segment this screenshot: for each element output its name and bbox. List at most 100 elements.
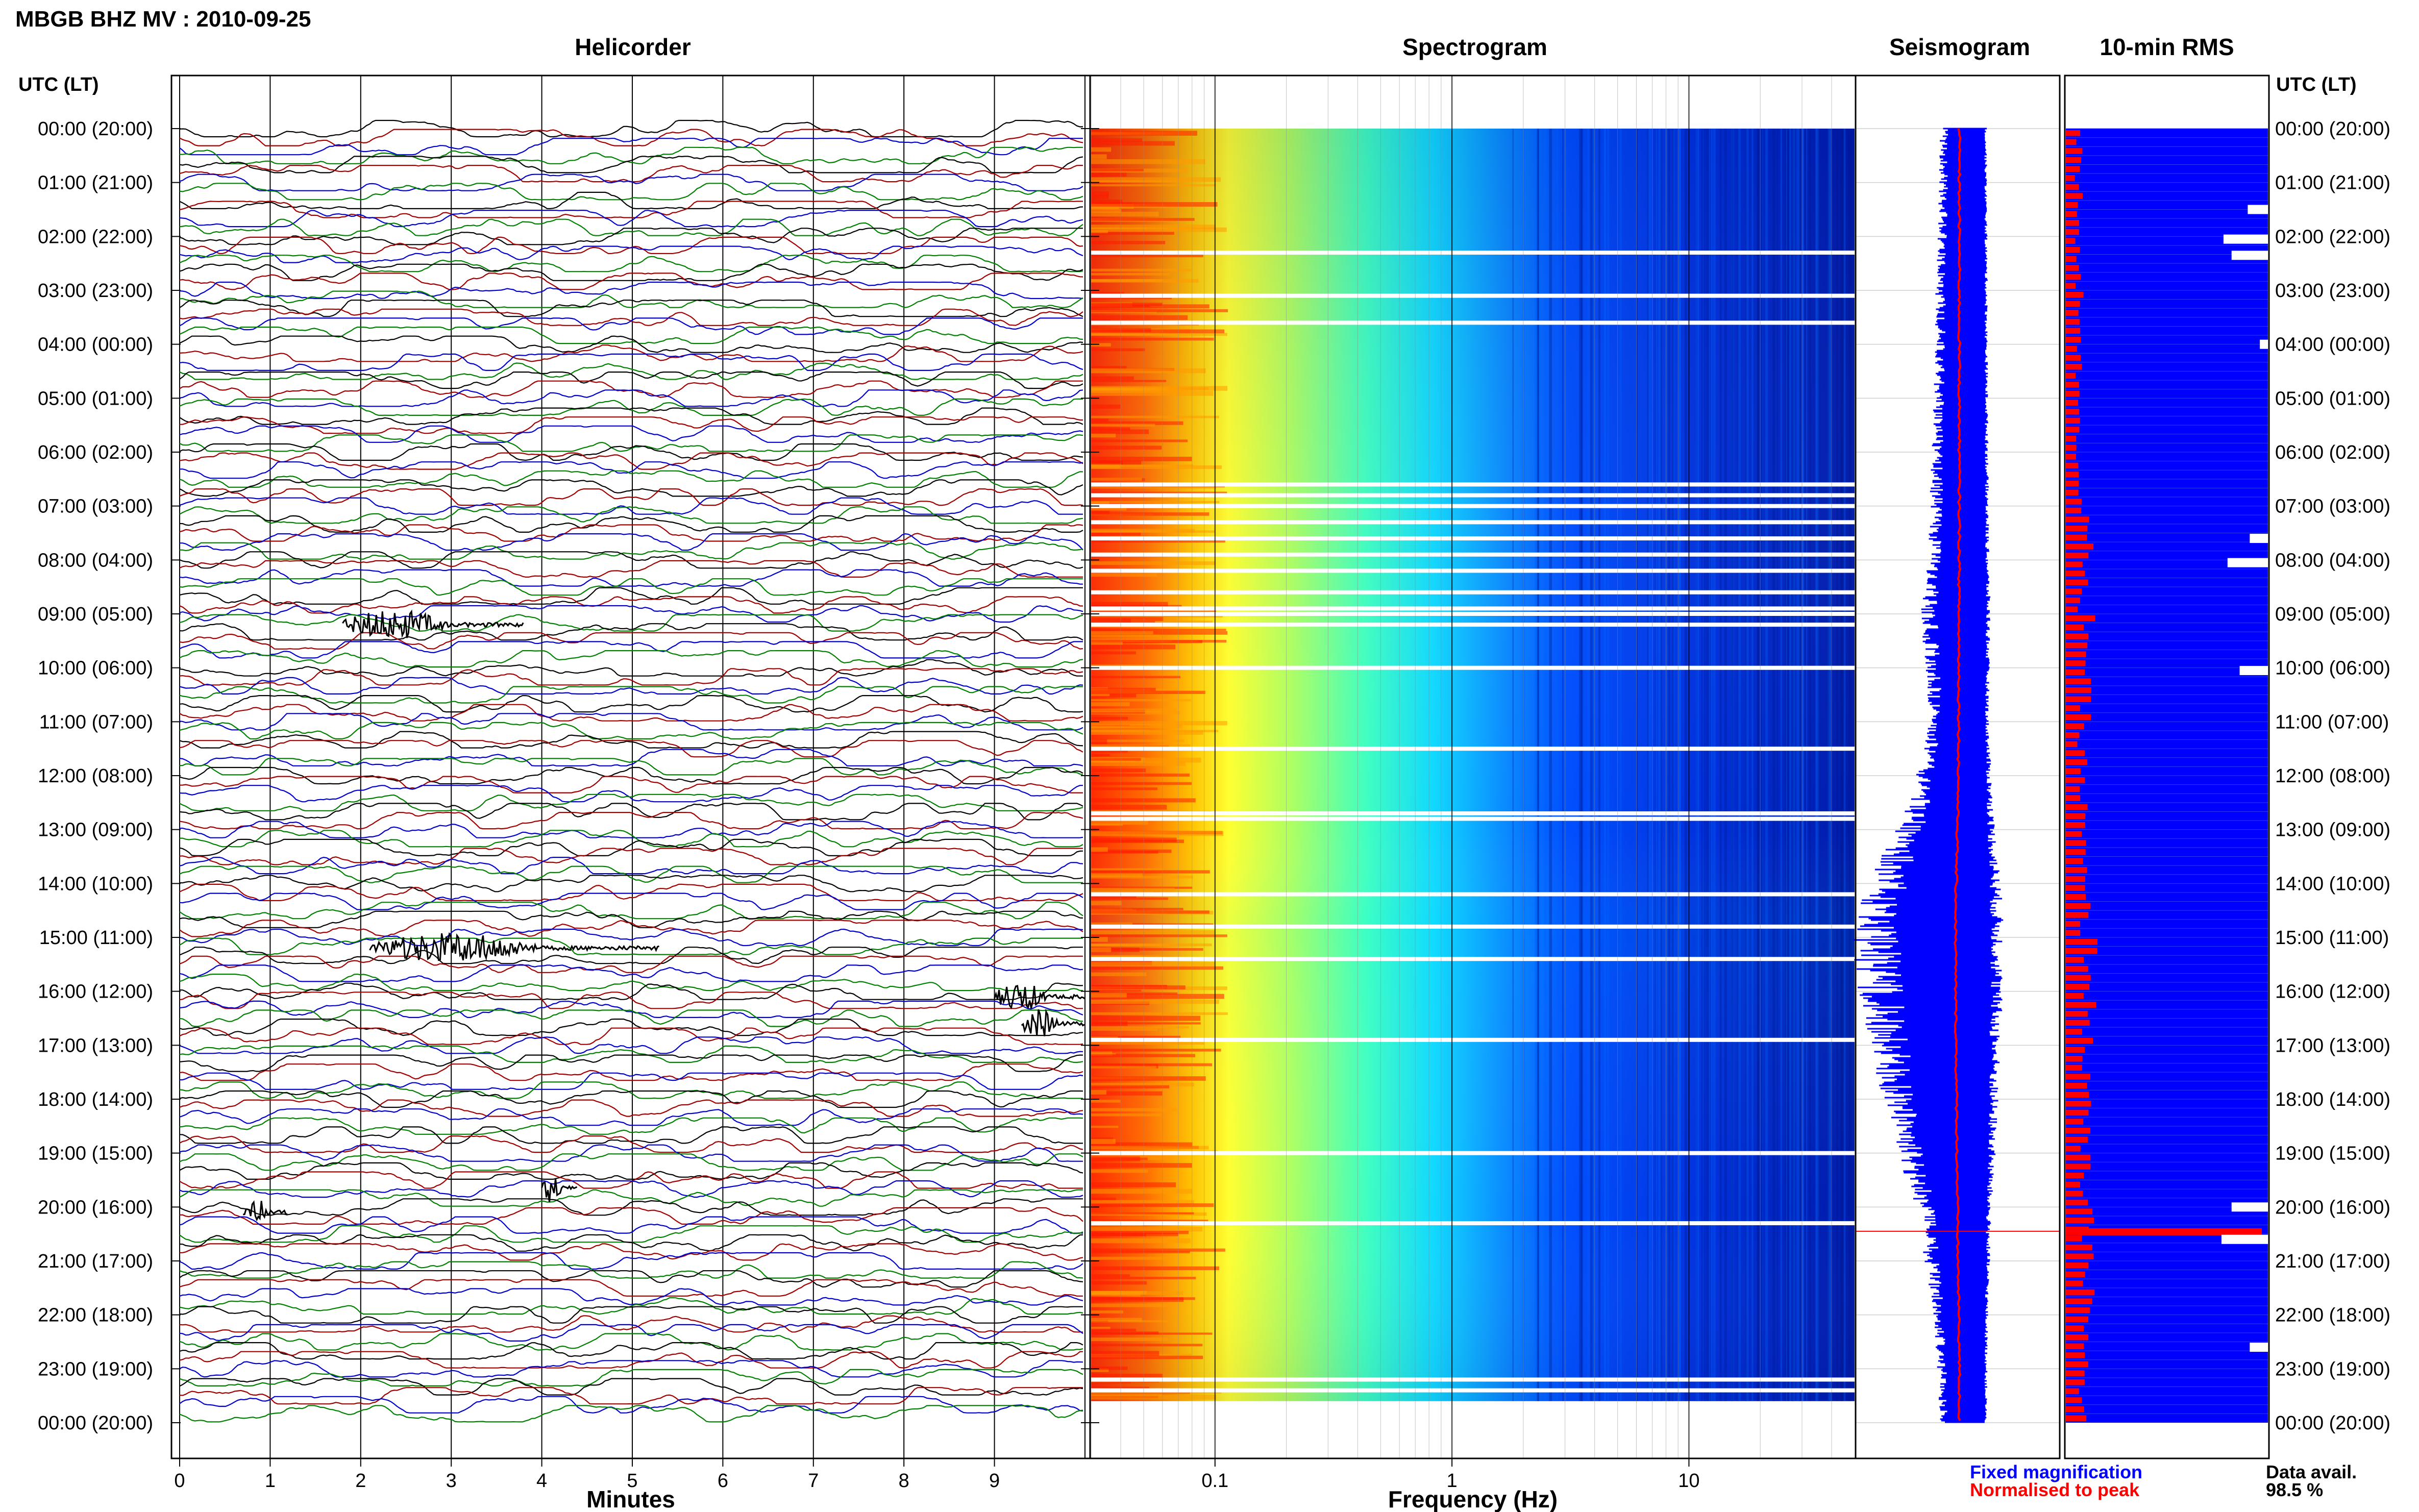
helicorder-trace — [179, 964, 1083, 982]
rms-bar — [2066, 669, 2085, 676]
rms-title: 10-min RMS — [2100, 34, 2234, 60]
helicorder-trace — [179, 1072, 1083, 1090]
spectrogram-texture — [1091, 227, 1227, 232]
helicorder-trace — [179, 344, 1083, 362]
spectrogram-striation — [1565, 129, 1566, 1401]
left-axis-label: UTC (LT) — [18, 74, 99, 95]
frequency-tick-label: 0.1 — [1201, 1470, 1228, 1492]
spectrogram-texture — [1091, 642, 1123, 645]
helicorder-trace — [179, 856, 1083, 875]
minute-tick-label: 4 — [536, 1470, 547, 1492]
spectrogram-texture — [1091, 839, 1184, 844]
spectrogram-texture — [1091, 279, 1164, 282]
helicorder-trace — [179, 1126, 1083, 1144]
helicorder-trace — [179, 641, 1083, 659]
rms-bar — [2066, 804, 2088, 810]
spectrogram-texture — [1091, 994, 1224, 999]
spectrogram-striation — [1731, 129, 1734, 1401]
spectrogram-texture — [1091, 1049, 1221, 1052]
spectrogram-texture — [1091, 936, 1108, 942]
spectrogram-striation — [1678, 129, 1681, 1401]
helicorder-trace — [179, 1396, 1083, 1414]
rms-bar — [2066, 750, 2085, 756]
rms-bar — [2066, 373, 2076, 379]
spectrogram-texture — [1091, 131, 1197, 136]
spectrogram-texture — [1091, 1251, 1190, 1254]
spectrogram-texture — [1091, 1328, 1137, 1332]
rms-bar — [2066, 1146, 2081, 1152]
spectrogram-striation — [1557, 129, 1558, 1401]
rms-bar — [2066, 1092, 2089, 1098]
helicorder-trace — [179, 515, 1083, 533]
spectrogram-texture — [1091, 1281, 1147, 1285]
rms-bar — [2066, 759, 2087, 765]
rms-bar — [2066, 633, 2089, 639]
rms-data-gap — [2250, 1343, 2268, 1352]
helicorder-trace — [179, 731, 1083, 749]
spectrogram-texture — [1091, 309, 1228, 312]
rms-bar — [2066, 157, 2082, 163]
rms-bar — [2066, 328, 2081, 334]
helicorder-trace — [179, 1405, 1083, 1423]
spectrogram-texture — [1091, 602, 1168, 607]
spectrogram-texture — [1091, 191, 1109, 196]
spectrogram-texture — [1091, 851, 1158, 854]
time-tick-label-right: 02:00 (22:00) — [2275, 226, 2390, 247]
helicorder-trace — [179, 560, 1083, 578]
spectrogram-texture — [1091, 955, 1169, 958]
spectrogram-texture — [1091, 1113, 1162, 1117]
spectrogram-texture — [1091, 1169, 1148, 1173]
spectrogram-texture — [1091, 333, 1227, 336]
helicorder-trace — [179, 821, 1083, 838]
spectrogram-texture — [1091, 532, 1141, 536]
spectrogram-striation — [1776, 129, 1778, 1401]
spectrogram-striation — [1761, 129, 1763, 1401]
spectrogram-striation — [1818, 129, 1820, 1401]
spectrogram-texture — [1091, 1233, 1179, 1236]
spectrogram-texture — [1091, 1126, 1119, 1128]
spectrogram-gap — [1091, 251, 1855, 255]
helicorder-trace — [179, 146, 1083, 164]
time-tick-label-right: 12:00 (08:00) — [2275, 765, 2390, 787]
spectrogram-texture — [1091, 726, 1149, 731]
helicorder-trace — [179, 506, 1083, 524]
spectrogram-texture — [1091, 897, 1168, 900]
helicorder-trace — [179, 758, 1083, 776]
rms-bar — [2066, 345, 2077, 352]
time-tick-label-right: 23:00 (19:00) — [2275, 1358, 2390, 1380]
rms-bar — [2066, 202, 2078, 208]
rms-bar — [2066, 858, 2083, 864]
spectrogram-striation — [1590, 129, 1593, 1401]
rms-bar — [2066, 1181, 2080, 1188]
spectrogram-texture — [1091, 886, 1193, 889]
spectrogram-striation — [1757, 129, 1760, 1401]
spectrogram-texture — [1091, 618, 1131, 624]
spectrogram-striation — [1658, 129, 1662, 1401]
time-tick-label-right: 17:00 (13:00) — [2275, 1035, 2390, 1056]
spectrogram-texture — [1091, 972, 1147, 976]
spectrogram-texture — [1091, 272, 1170, 276]
spectrogram-texture — [1091, 415, 1219, 418]
rms-bar — [2066, 139, 2077, 145]
spectrogram-striation — [1806, 129, 1808, 1401]
helicorder-trace — [179, 479, 1083, 497]
spectrogram-striation — [1648, 129, 1651, 1401]
helicorder-trace — [179, 425, 1083, 443]
spectrogram-texture — [1091, 421, 1183, 425]
rms-data-gap — [2227, 558, 2268, 567]
spectrogram-texture — [1091, 507, 1127, 511]
spectrogram-striation — [1562, 129, 1564, 1401]
spectrogram-texture — [1091, 1065, 1156, 1069]
rms-bar — [2066, 993, 2084, 999]
spectrogram-texture — [1091, 1163, 1192, 1168]
helicorder-trace — [179, 290, 1083, 308]
spectrogram-striation — [1816, 129, 1820, 1401]
time-tick-label-right: 03:00 (23:00) — [2275, 280, 2390, 302]
spectrogram-striation — [1581, 129, 1583, 1401]
helicorder-trace — [179, 228, 1083, 245]
spectrogram-striation — [1796, 129, 1799, 1401]
spectrogram-texture — [1091, 873, 1143, 877]
rms-peak-bar — [2066, 1228, 2262, 1235]
helicorder-trace — [179, 1189, 1083, 1207]
